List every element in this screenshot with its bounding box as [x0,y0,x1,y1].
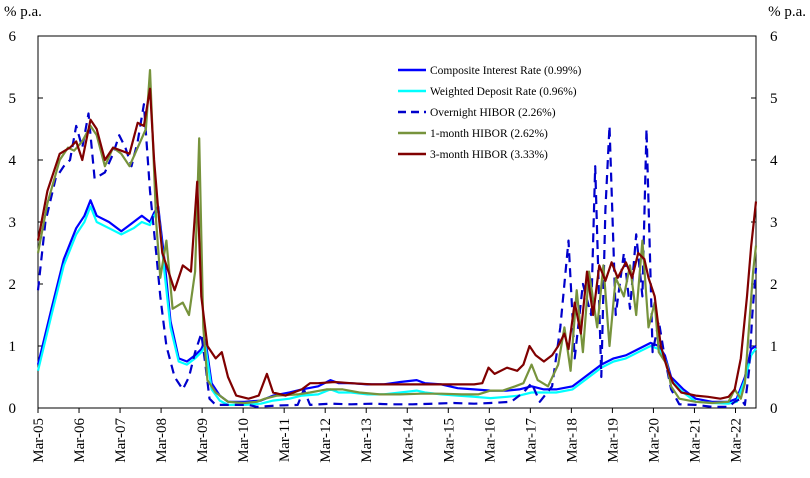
plot-frame [37,35,757,409]
x-tick-label: Mar-09 [195,418,211,463]
y-tick-label-left: 3 [9,215,17,231]
x-tick-label: Mar-19 [605,418,621,463]
left-axis-unit: % p.a. [4,4,42,20]
x-tick-label: Mar-10 [236,418,252,463]
y-tick-label-right: 1 [770,339,778,355]
y-tick-label-right: 5 [770,91,778,107]
y-tick-label-left: 2 [9,277,17,293]
x-tick-label: Mar-12 [318,418,334,463]
x-tick-label: Mar-15 [441,418,457,463]
series-line-5 [36,87,758,400]
x-tick-label: Mar-20 [646,418,662,463]
legend-label-4: 1-month HIBOR (2.62%) [430,128,548,140]
y-tick-label-left: 6 [9,29,17,45]
y-tick-label-right: 3 [770,215,778,231]
y-tick-label-left: 4 [9,153,17,169]
y-tick-label-right: 0 [770,401,778,417]
y-tick-label-left: 1 [9,339,17,355]
x-tick-label: Mar-17 [523,418,539,463]
x-tick-label: Mar-07 [113,418,129,463]
x-tick-label: Mar-21 [687,418,703,463]
x-tick-label: Mar-11 [277,418,293,462]
y-tick-label-left: 0 [9,401,17,417]
legend-label-2: Weighted Deposit Rate (0.96%) [430,86,577,98]
y-tick-label-right: 4 [770,153,778,169]
legend-label-3: Overnight HIBOR (2.26%) [430,107,556,119]
right-axis-unit: % p.a. [768,4,806,20]
x-tick-label: Mar-18 [564,418,580,463]
legend-label-1: Composite Interest Rate (0.99%) [430,65,582,77]
series-line-3 [36,103,758,408]
legend-label-5: 3-month HIBOR (3.33%) [430,149,548,161]
x-tick-label: Mar-14 [400,418,416,463]
y-tick-label-right: 2 [770,277,778,293]
x-tick-label: Mar-08 [154,418,170,463]
series-line-2 [36,205,757,406]
y-tick-label-left: 5 [9,91,17,107]
x-tick-label: Mar-05 [31,418,47,463]
x-tick-label: Mar-22 [728,418,744,463]
y-tick-label-right: 6 [770,29,778,45]
x-tick-label: Mar-13 [359,418,375,463]
x-tick-label: Mar-06 [72,418,88,463]
x-tick-label: Mar-16 [482,418,498,463]
